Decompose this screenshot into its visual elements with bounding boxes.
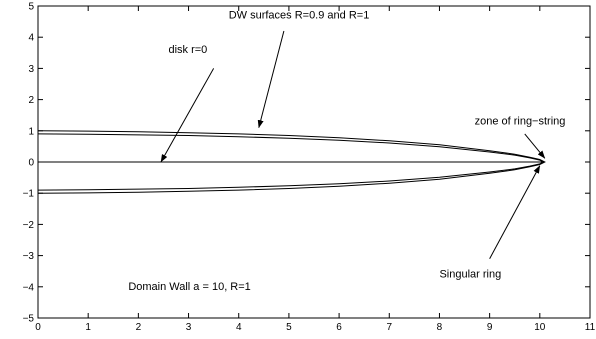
annotation-label: Domain Wall a = 10, R=1 — [128, 281, 250, 293]
x-tick-label: 4 — [236, 322, 242, 333]
annotation-arrow — [524, 133, 546, 159]
annotation-label: disk r=0 — [168, 44, 207, 56]
x-tick-label: 10 — [534, 322, 546, 333]
x-tick-label: 9 — [487, 322, 493, 333]
y-tick-label: 5 — [28, 2, 34, 13]
x-tick-label: 1 — [85, 322, 91, 333]
annotations: DW surfaces R=0.9 and R=1 disk r=0 zone of… — [128, 9, 565, 292]
x-tick-label: 8 — [437, 322, 443, 333]
y-tick-label: −2 — [23, 220, 35, 231]
y-tick-label: 1 — [28, 126, 34, 137]
y-tick-label: −5 — [23, 314, 35, 325]
x-tick-label: 3 — [186, 322, 192, 333]
annotation-arrow — [257, 30, 285, 129]
annotation-label: DW surfaces R=0.9 and R=1 — [229, 9, 370, 21]
y-tick-label: 3 — [28, 64, 34, 75]
x-tick-label: 5 — [286, 322, 292, 333]
x-tick-label: 2 — [136, 322, 142, 333]
annotation-arrow — [489, 165, 541, 259]
y-tick-label: −3 — [23, 251, 35, 262]
axes: 0 1 2 3 4 5 6 7 8 9 10 11 −5 −4 −3 −2 −1 0 1 2 3 4 5 — [23, 2, 596, 334]
y-tick-label: 4 — [28, 33, 34, 44]
x-tick-label: 7 — [386, 322, 392, 333]
annotation-label: zone of ring−string — [475, 116, 566, 128]
annotation-label: Singular ring — [439, 268, 501, 280]
y-tick-label: −4 — [23, 282, 35, 293]
x-tick-label: 6 — [336, 322, 342, 333]
y-tick-label: −1 — [23, 189, 35, 200]
x-tick-label: 11 — [585, 322, 596, 333]
y-tick-label: 2 — [28, 95, 34, 106]
series-group — [37, 130, 546, 194]
y-tick-label: 0 — [28, 158, 34, 169]
x-tick-label: 0 — [35, 322, 41, 333]
annotation-arrow — [160, 68, 215, 163]
